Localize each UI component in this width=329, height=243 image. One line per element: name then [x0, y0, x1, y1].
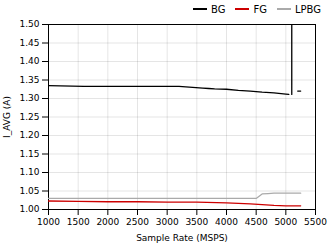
svg-text:1.45: 1.45	[19, 38, 39, 48]
svg-text:1000: 1000	[37, 217, 60, 227]
svg-text:2500: 2500	[126, 217, 149, 227]
svg-text:1.15: 1.15	[19, 149, 39, 159]
svg-text:3500: 3500	[185, 217, 208, 227]
svg-text:4500: 4500	[245, 217, 268, 227]
svg-text:1.10: 1.10	[19, 167, 39, 177]
svg-text:1.40: 1.40	[19, 56, 39, 66]
svg-text:3000: 3000	[156, 217, 179, 227]
html-text:FG: FG	[253, 3, 267, 15]
svg-text:1.35: 1.35	[19, 75, 39, 85]
svg-text:1500: 1500	[67, 217, 90, 227]
svg-text:4000: 4000	[215, 217, 238, 227]
svg-text:5000: 5000	[274, 217, 297, 227]
svg-text:1.25: 1.25	[19, 112, 39, 122]
html-text:BG: BG	[211, 3, 226, 15]
svg-text:2000: 2000	[96, 217, 119, 227]
svg-text:5500: 5500	[304, 217, 327, 227]
svg-text:Sample Rate (MSPS): Sample Rate (MSPS)	[136, 233, 228, 243]
svg-text:1.20: 1.20	[19, 130, 39, 140]
svg-text:1.50: 1.50	[19, 19, 39, 29]
svg-text:1.05: 1.05	[19, 186, 39, 196]
svg-text:1.00: 1.00	[19, 204, 39, 214]
svg-text:1.30: 1.30	[19, 93, 39, 103]
html-text:LPBG: LPBG	[295, 3, 321, 15]
svg-text:I_AVG (A): I_AVG (A)	[2, 96, 12, 138]
